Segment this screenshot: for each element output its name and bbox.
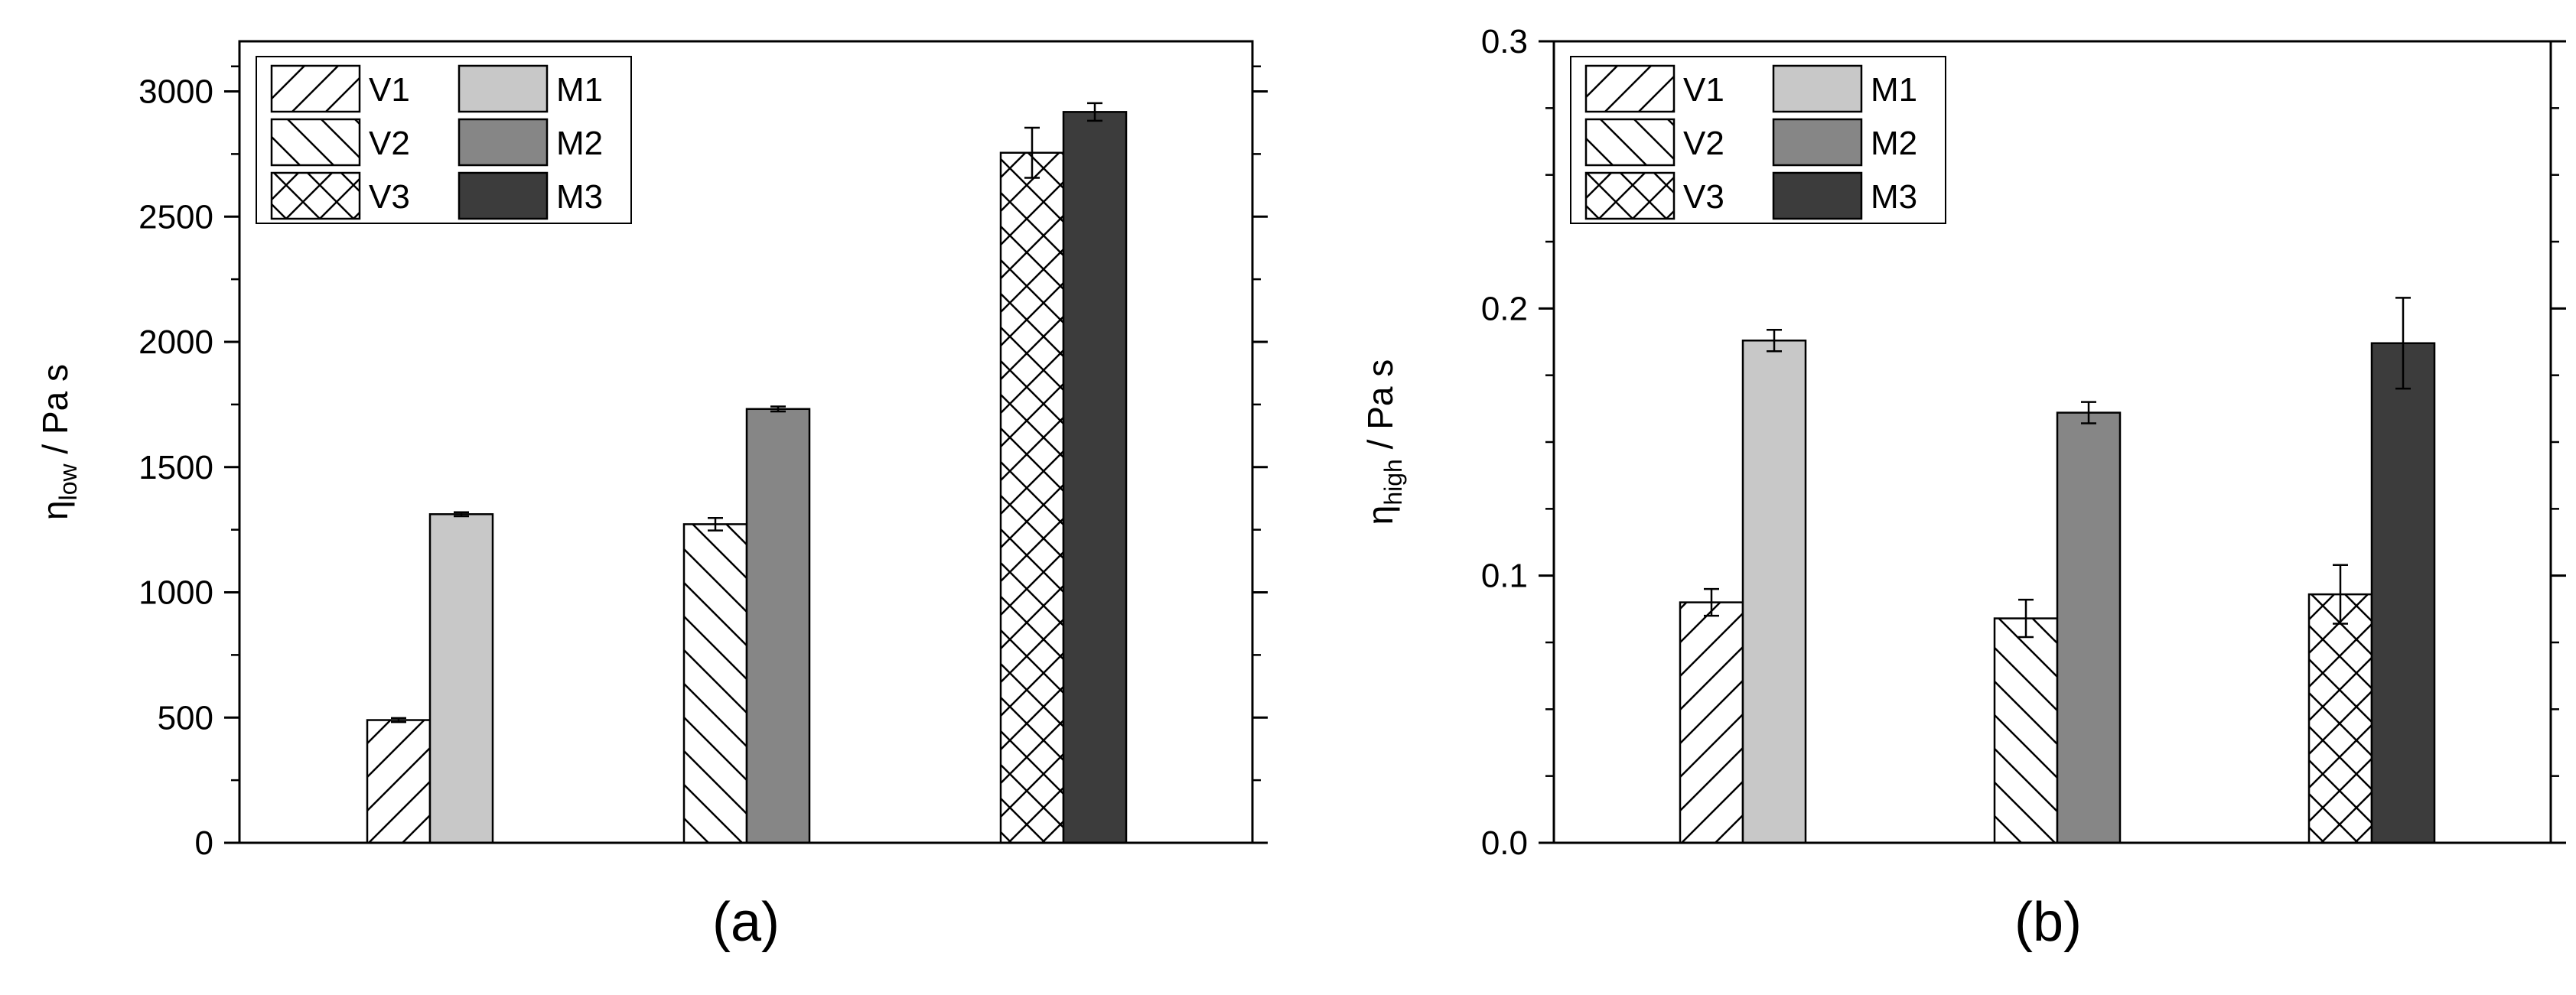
legend-swatch-M3 bbox=[458, 171, 549, 220]
legend-swatch-V2 bbox=[1584, 118, 1676, 167]
legend-swatch-V3 bbox=[270, 171, 361, 220]
chart-panel-a: 0 500 1000 1500 2000 2500 3000 ηlow / Pa s (a) V1… bbox=[35, 40, 1268, 953]
y-tick-label: 500 bbox=[158, 699, 213, 736]
y-tick-label: 0.3 bbox=[1481, 23, 1528, 60]
bar-V2 bbox=[1993, 617, 2059, 844]
y-tick-label: 0.1 bbox=[1481, 558, 1528, 595]
bar-V3 bbox=[999, 151, 1065, 844]
bar-V1 bbox=[366, 719, 432, 844]
y-tick-label: 3000 bbox=[138, 73, 213, 111]
bar-M1 bbox=[428, 513, 494, 844]
chart-panel-b: 0.0 0.1 0.2 0.3 ηhigh / Pa s (b) V1 M1 V2 M2 V3 M3 bbox=[1360, 23, 2566, 953]
y-tick-label: 2500 bbox=[138, 198, 213, 236]
legend: V1 M1 V2 M2 V3 M3 bbox=[1570, 56, 1946, 224]
legend-label-M2: M2 bbox=[556, 125, 603, 162]
y-axis-subscript: low bbox=[54, 463, 82, 501]
y-tick-label: 1000 bbox=[138, 574, 213, 612]
legend-label-M1: M1 bbox=[556, 71, 603, 109]
panel-label: (b) bbox=[2014, 892, 2082, 953]
y-axis-unit: / Pa s bbox=[35, 364, 75, 463]
legend-swatch-M1 bbox=[1772, 64, 1863, 113]
legend-swatch-M2 bbox=[458, 118, 549, 167]
legend: V1 M1 V2 M2 V3 M3 bbox=[256, 56, 632, 224]
bar-M1 bbox=[1741, 340, 1807, 844]
legend-swatch-V2 bbox=[270, 118, 361, 167]
legend-swatch-V3 bbox=[1584, 171, 1676, 220]
legend-label-V1: V1 bbox=[1683, 71, 1724, 109]
legend-label-V2: V2 bbox=[369, 125, 410, 162]
legend-label-V1: V1 bbox=[369, 71, 410, 109]
legend-swatch-M1 bbox=[458, 64, 549, 113]
legend-swatch-M2 bbox=[1772, 118, 1863, 167]
legend-label-M3: M3 bbox=[1871, 178, 1917, 216]
legend-swatch-V1 bbox=[1584, 64, 1676, 113]
legend-label-V3: V3 bbox=[369, 178, 410, 216]
y-axis-title: ηlow / Pa s bbox=[35, 364, 82, 520]
y-tick-label: 1500 bbox=[138, 449, 213, 486]
bar-M2 bbox=[2056, 411, 2122, 844]
bar-M2 bbox=[745, 408, 811, 844]
y-axis-symbol: η bbox=[35, 500, 75, 520]
legend-label-M3: M3 bbox=[556, 178, 603, 216]
legend-label-M1: M1 bbox=[1871, 71, 1917, 109]
panel-label: (a) bbox=[712, 892, 780, 953]
legend-label-V2: V2 bbox=[1683, 125, 1724, 162]
y-axis-title: ηhigh / Pa s bbox=[1360, 359, 1407, 525]
y-axis-symbol: η bbox=[1360, 506, 1400, 525]
y-axis-subscript: high bbox=[1379, 459, 1407, 506]
legend-swatch-M3 bbox=[1772, 171, 1863, 220]
legend-label-M2: M2 bbox=[1871, 125, 1917, 162]
plot-frame bbox=[238, 40, 1254, 844]
bar-V3 bbox=[2307, 593, 2373, 844]
bar-V2 bbox=[682, 523, 748, 844]
bar-V1 bbox=[1679, 601, 1744, 844]
bar-M3 bbox=[1062, 111, 1128, 844]
y-tick-label: 0.0 bbox=[1481, 824, 1528, 862]
bar-M3 bbox=[2370, 342, 2436, 844]
y-axis-unit: / Pa s bbox=[1360, 359, 1400, 459]
y-tick-label: 0 bbox=[195, 824, 213, 862]
legend-swatch-V1 bbox=[270, 64, 361, 113]
legend-label-V3: V3 bbox=[1683, 178, 1724, 216]
y-tick-label: 0.2 bbox=[1481, 290, 1528, 327]
y-tick-label: 2000 bbox=[138, 324, 213, 361]
